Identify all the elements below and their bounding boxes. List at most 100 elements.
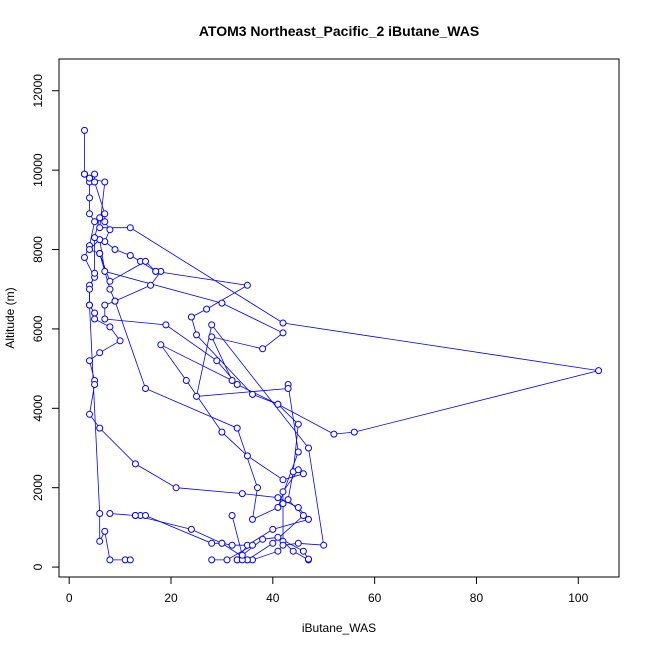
data-point [106, 277, 114, 285]
y-tick-label: 2000 [31, 474, 45, 501]
data-point [305, 444, 312, 452]
data-point [86, 301, 93, 309]
series-layer [81, 126, 603, 564]
data-point [218, 428, 226, 436]
data-point [91, 234, 99, 242]
data-point [193, 331, 200, 339]
data-point [243, 281, 251, 289]
data-point [294, 504, 302, 511]
data-point [81, 126, 88, 134]
data-point [274, 400, 282, 408]
data-point [228, 512, 236, 519]
x-tick-label: 40 [266, 591, 280, 605]
data-point [152, 267, 160, 275]
data-point [274, 494, 282, 502]
data-point [289, 547, 297, 555]
data-point [96, 250, 104, 257]
y-axis: 0 2000 4000 6000 8000 10000 12000 [31, 74, 60, 570]
data-point [101, 315, 109, 323]
y-tick-label: 6000 [31, 315, 45, 342]
data-point [101, 527, 109, 535]
data-point [106, 556, 114, 564]
data-point [81, 170, 88, 178]
data-point [299, 470, 307, 478]
data-point [106, 285, 114, 293]
data-point [279, 500, 287, 508]
data-point [187, 313, 195, 321]
data-point [187, 525, 195, 533]
series-line [84, 173, 599, 561]
data-point [106, 323, 114, 331]
data-point [233, 381, 241, 388]
data-point [106, 510, 114, 517]
data-point [274, 547, 282, 555]
data-point [208, 333, 216, 341]
data-point [91, 315, 99, 323]
data-point [116, 337, 124, 345]
data-point [142, 257, 149, 265]
data-point [96, 214, 104, 222]
data-point [213, 357, 221, 365]
data-point [101, 301, 109, 309]
data-point [299, 512, 307, 519]
data-point [101, 267, 109, 275]
data-point [86, 285, 93, 293]
data-point [147, 281, 155, 289]
data-point [279, 329, 287, 337]
data-point [208, 321, 216, 329]
data-point [96, 424, 104, 432]
x-tick-label: 100 [568, 591, 588, 605]
data-point [274, 533, 282, 541]
data-point [193, 392, 200, 400]
x-tick-label: 20 [164, 591, 178, 605]
x-tick-label: 80 [470, 591, 484, 605]
data-point [223, 556, 231, 564]
data-point [86, 210, 93, 218]
data-point [111, 246, 119, 253]
data-point [320, 541, 328, 549]
data-point [111, 297, 119, 305]
y-axis-label: Altitude (m) [3, 287, 17, 348]
data-point [91, 218, 99, 226]
data-point [142, 385, 149, 392]
series-line [109, 513, 254, 561]
series-line [94, 174, 304, 561]
data-point [126, 556, 134, 564]
data-point [233, 424, 241, 432]
x-tick-label: 0 [66, 591, 73, 605]
data-point [86, 194, 93, 202]
data-point [131, 512, 139, 519]
data-point [218, 299, 226, 307]
x-tick-label: 60 [368, 591, 382, 605]
data-point [294, 420, 302, 428]
y-tick-label: 0 [31, 563, 45, 570]
data-point [91, 170, 99, 178]
y-tick-label: 10000 [31, 153, 45, 187]
data-point [182, 377, 190, 384]
data-point [249, 390, 256, 398]
data-point [259, 345, 267, 353]
data-point [254, 484, 261, 492]
data-point [284, 385, 292, 392]
data-point [96, 537, 104, 545]
data-point [91, 309, 99, 317]
data-point [91, 178, 99, 186]
data-point [86, 246, 93, 253]
data-point [126, 224, 134, 232]
data-point [101, 218, 109, 226]
data-point [305, 515, 312, 523]
series-line [135, 515, 249, 561]
data-point [279, 319, 287, 327]
data-point [259, 535, 267, 543]
chart-title: ATOM3 Northeast_Pacific_2 iButane_WAS [199, 23, 479, 39]
data-point [106, 226, 114, 234]
data-point [101, 210, 109, 218]
data-point [294, 448, 302, 456]
data-point [294, 466, 302, 474]
data-point [86, 410, 93, 418]
data-point [157, 341, 165, 349]
x-axis-label: iButane_WAS [302, 621, 376, 635]
data-point [350, 428, 358, 436]
y-tick-label: 4000 [31, 395, 45, 422]
data-point [91, 381, 99, 388]
